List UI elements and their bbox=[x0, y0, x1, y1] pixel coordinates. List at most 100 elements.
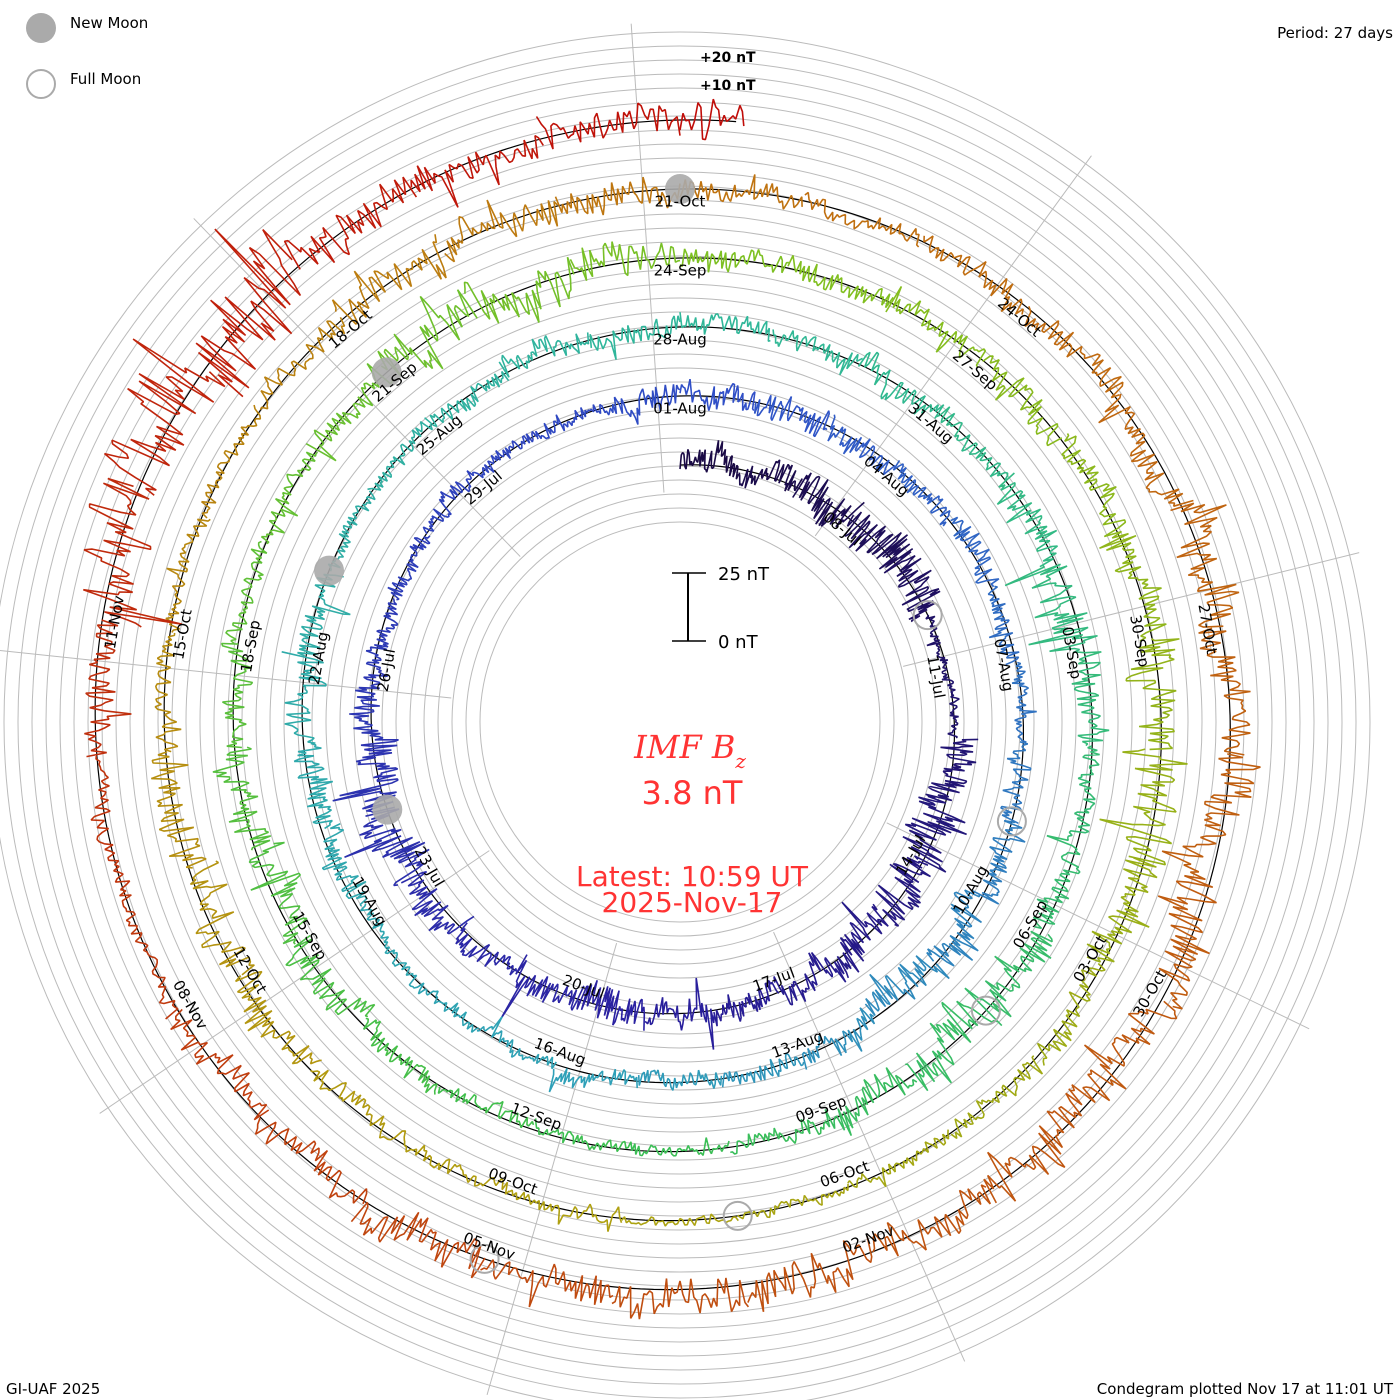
grid-circle bbox=[311, 353, 1049, 1091]
bz-series-day-segment bbox=[285, 934, 376, 1018]
bz-series-day-segment bbox=[1032, 834, 1081, 930]
bz-series-day-segment bbox=[964, 930, 1053, 1027]
bz-series-day-segment bbox=[534, 403, 607, 440]
radial-spoke bbox=[630, 23, 665, 493]
bz-series-day-segment bbox=[605, 384, 681, 425]
grid-circle bbox=[17, 59, 1343, 1385]
bz-series-day-segment bbox=[103, 338, 226, 496]
bz-series-day-segment bbox=[1170, 502, 1240, 628]
period-label: Period: 27 days bbox=[1277, 24, 1393, 42]
scale-plus10-label: +10 nT bbox=[700, 78, 756, 94]
bz-series-day-segment bbox=[305, 362, 394, 462]
bz-series-day-segment bbox=[362, 1017, 438, 1095]
bz-series-day-segment bbox=[254, 1117, 368, 1205]
bz-series-day-segment bbox=[753, 394, 830, 438]
grid-circle bbox=[73, 115, 1287, 1329]
bz-series-day-segment bbox=[1011, 661, 1037, 743]
date-label: 16-Aug bbox=[532, 1034, 588, 1069]
bz-series-day-segment bbox=[534, 1118, 632, 1152]
full-moon-marker bbox=[469, 1243, 500, 1274]
grid-circle bbox=[283, 325, 1077, 1119]
bz-series-day-segment bbox=[444, 199, 559, 263]
bz-series-day-segment bbox=[950, 1055, 1044, 1140]
bz-series-day-segment bbox=[151, 751, 207, 869]
bz-series-day-segment bbox=[1004, 563, 1098, 654]
bz-series-day-segment bbox=[772, 329, 863, 376]
bz-series-day-segment bbox=[498, 332, 590, 378]
bz-series-day-segment bbox=[1125, 638, 1180, 751]
new-moon-marker bbox=[371, 357, 402, 388]
bz-series-day-segment bbox=[195, 228, 302, 398]
bz-series-day-segment bbox=[170, 1008, 270, 1121]
date-label: 02-Nov bbox=[840, 1221, 897, 1256]
bz-series-day-segment bbox=[926, 889, 982, 967]
bz-series-day-segment bbox=[950, 516, 1000, 588]
grid-circle bbox=[381, 423, 979, 1021]
bz-series-day-segment bbox=[630, 1137, 730, 1157]
grid-circle bbox=[157, 199, 1203, 1245]
bz-series-day-segment bbox=[360, 903, 414, 976]
bz-series-day-segment bbox=[1198, 627, 1251, 756]
bz-series-day-segment bbox=[310, 1069, 407, 1142]
bz-series-day-segment bbox=[365, 598, 399, 670]
grid-circle bbox=[31, 73, 1329, 1371]
bz-series-day-segment bbox=[1161, 753, 1261, 880]
bz-series-day-segment bbox=[476, 1016, 557, 1070]
bz-series-day-segment bbox=[679, 248, 789, 274]
bz-series-day-segment bbox=[225, 540, 268, 644]
bz-series-day-segment bbox=[281, 651, 327, 744]
bz-series-day-segment bbox=[220, 642, 254, 749]
grid-circle bbox=[255, 297, 1105, 1147]
grid-circle bbox=[339, 381, 1021, 1063]
bz-series-day-segment bbox=[90, 755, 131, 891]
grid-circle bbox=[213, 255, 1147, 1189]
bz-series-day-segment bbox=[970, 819, 1026, 905]
new-moon-legend-icon bbox=[26, 13, 56, 43]
date-label: 21-Oct bbox=[655, 193, 706, 211]
bz-series-day-segment bbox=[983, 1088, 1083, 1204]
date-label: 24-Sep bbox=[654, 262, 707, 280]
bz-series-day-segment bbox=[424, 371, 510, 428]
bz-series-day-segment bbox=[1157, 874, 1217, 1010]
bz-series-day-segment bbox=[1024, 306, 1124, 399]
bz-series-day-segment bbox=[83, 477, 183, 628]
full-moon-marker bbox=[912, 600, 943, 631]
bz-series-day-segment bbox=[234, 970, 322, 1065]
radial-spoke bbox=[903, 552, 1360, 667]
bz-series-day-segment bbox=[471, 430, 538, 479]
bz-series-day-segment bbox=[872, 1184, 992, 1257]
new-moon-marker bbox=[665, 174, 695, 204]
chart-title-main: IMF B bbox=[633, 728, 735, 766]
full-moon-legend-label: Full Moon bbox=[70, 70, 141, 88]
bz-series-day-segment bbox=[935, 406, 1009, 481]
bz-series-day-segment bbox=[1036, 962, 1106, 1066]
bz-series-day-segment bbox=[721, 1052, 805, 1088]
bz-series-day-segment bbox=[847, 1129, 950, 1188]
bz-series-day-segment bbox=[331, 234, 447, 325]
bz-series-day-segment bbox=[885, 285, 986, 368]
bz-series-day-segment bbox=[1098, 393, 1194, 507]
bz-series-day-segment bbox=[644, 977, 715, 1050]
bz-series-day-segment bbox=[902, 795, 967, 873]
bz-series-day-segment bbox=[535, 102, 681, 150]
grid-circle bbox=[87, 129, 1273, 1315]
bz-series-day-segment bbox=[410, 135, 544, 208]
grid-circle bbox=[45, 87, 1315, 1357]
bz-series-day-segment bbox=[1061, 433, 1127, 538]
radial-spoke bbox=[886, 822, 1310, 1030]
grid-circle bbox=[325, 367, 1035, 1077]
grid-circle bbox=[437, 479, 923, 965]
bz-series-day-segment bbox=[293, 742, 334, 830]
latest-date: 2025-Nov-17 bbox=[602, 886, 783, 919]
grid-circle bbox=[227, 269, 1133, 1175]
bz-series-day-segment bbox=[864, 955, 950, 1017]
bz-series-day-segment bbox=[827, 414, 896, 476]
bz-series-day-segment bbox=[637, 1069, 723, 1091]
grid-circle bbox=[297, 339, 1063, 1105]
bz-series-day-segment bbox=[1000, 741, 1032, 825]
bz-series-day-segment bbox=[1066, 745, 1100, 839]
bz-series bbox=[83, 98, 1261, 1320]
bz-series-day-segment bbox=[387, 535, 431, 601]
grid-circle bbox=[451, 493, 909, 951]
chart-title: IMF Bz bbox=[633, 728, 746, 773]
